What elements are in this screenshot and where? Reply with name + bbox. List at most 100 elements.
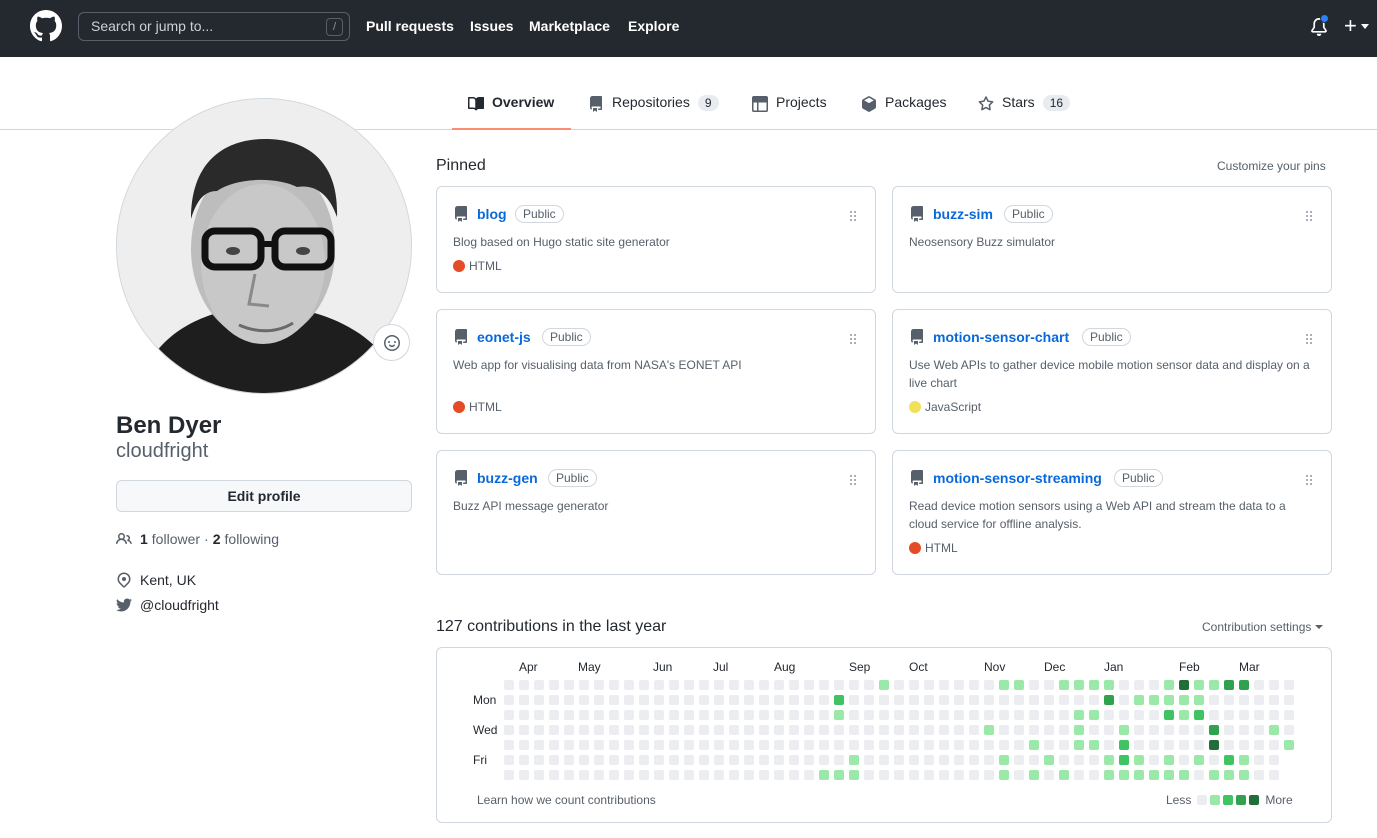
contribution-day[interactable] xyxy=(639,740,649,750)
contribution-day[interactable] xyxy=(1044,695,1054,705)
contribution-day[interactable] xyxy=(1059,740,1069,750)
contribution-day[interactable] xyxy=(894,770,904,780)
contribution-day[interactable] xyxy=(609,725,619,735)
contribution-day[interactable] xyxy=(1089,710,1099,720)
contribution-day[interactable] xyxy=(969,770,979,780)
contribution-day[interactable] xyxy=(549,770,559,780)
contribution-day[interactable] xyxy=(1194,725,1204,735)
contribution-day[interactable] xyxy=(999,710,1009,720)
contribution-day[interactable] xyxy=(939,695,949,705)
contribution-day[interactable] xyxy=(729,695,739,705)
contribution-day[interactable] xyxy=(1089,770,1099,780)
contribution-day[interactable] xyxy=(789,755,799,765)
contribution-day[interactable] xyxy=(1224,740,1234,750)
set-status-button[interactable] xyxy=(373,324,410,361)
contribution-day[interactable] xyxy=(984,695,994,705)
contribution-day[interactable] xyxy=(1014,740,1024,750)
contribution-day[interactable] xyxy=(1164,755,1174,765)
contribution-day[interactable] xyxy=(564,740,574,750)
contribution-day[interactable] xyxy=(684,695,694,705)
contribution-day[interactable] xyxy=(879,755,889,765)
create-new-icon[interactable]: + xyxy=(1344,13,1357,38)
contribution-day[interactable] xyxy=(1224,770,1234,780)
contribution-day[interactable] xyxy=(1104,770,1114,780)
contribution-day[interactable] xyxy=(669,710,679,720)
contribution-day[interactable] xyxy=(1044,755,1054,765)
contribution-day[interactable] xyxy=(564,725,574,735)
contribution-day[interactable] xyxy=(1074,740,1084,750)
contribution-day[interactable] xyxy=(669,725,679,735)
contribution-day[interactable] xyxy=(639,755,649,765)
contribution-day[interactable] xyxy=(984,710,994,720)
contribution-day[interactable] xyxy=(819,710,829,720)
contribution-day[interactable] xyxy=(594,680,604,690)
contribution-day[interactable] xyxy=(924,740,934,750)
contribution-day[interactable] xyxy=(834,710,844,720)
contribution-day[interactable] xyxy=(1209,770,1219,780)
contribution-day[interactable] xyxy=(789,740,799,750)
contribution-day[interactable] xyxy=(789,710,799,720)
nav-pull-requests[interactable]: Pull requests xyxy=(366,18,454,34)
contribution-day[interactable] xyxy=(549,695,559,705)
contribution-day[interactable] xyxy=(1059,770,1069,780)
contribution-day[interactable] xyxy=(624,725,634,735)
contribution-day[interactable] xyxy=(1074,725,1084,735)
contribution-day[interactable] xyxy=(729,755,739,765)
contribution-day[interactable] xyxy=(804,755,814,765)
nav-marketplace[interactable]: Marketplace xyxy=(529,18,610,34)
contribution-day[interactable] xyxy=(834,725,844,735)
contribution-day[interactable] xyxy=(804,725,814,735)
contribution-day[interactable] xyxy=(624,680,634,690)
contribution-day[interactable] xyxy=(849,740,859,750)
contribution-day[interactable] xyxy=(774,710,784,720)
contribution-day[interactable] xyxy=(969,710,979,720)
contribution-day[interactable] xyxy=(699,710,709,720)
contribution-day[interactable] xyxy=(1194,680,1204,690)
contribution-day[interactable] xyxy=(714,725,724,735)
contribution-day[interactable] xyxy=(759,725,769,735)
contribution-day[interactable] xyxy=(549,740,559,750)
contribution-day[interactable] xyxy=(684,755,694,765)
github-logo-icon[interactable] xyxy=(30,10,62,42)
contribution-day[interactable] xyxy=(654,755,664,765)
contribution-day[interactable] xyxy=(1224,695,1234,705)
contribution-day[interactable] xyxy=(1179,710,1189,720)
contribution-day[interactable] xyxy=(1119,755,1129,765)
contribution-day[interactable] xyxy=(849,725,859,735)
contribution-day[interactable] xyxy=(669,770,679,780)
contribution-day[interactable] xyxy=(879,710,889,720)
contribution-day[interactable] xyxy=(1014,710,1024,720)
contribution-day[interactable] xyxy=(759,755,769,765)
contribution-day[interactable] xyxy=(519,770,529,780)
contribution-day[interactable] xyxy=(1149,680,1159,690)
contribution-day[interactable] xyxy=(699,740,709,750)
contribution-day[interactable] xyxy=(759,680,769,690)
contribution-day[interactable] xyxy=(639,680,649,690)
tab-overview[interactable]: Overview xyxy=(452,94,571,130)
contribution-day[interactable] xyxy=(1194,740,1204,750)
contribution-day[interactable] xyxy=(1044,710,1054,720)
contribution-day[interactable] xyxy=(834,680,844,690)
contribution-day[interactable] xyxy=(1254,695,1264,705)
contribution-day[interactable] xyxy=(984,680,994,690)
contribution-day[interactable] xyxy=(924,725,934,735)
contribution-day[interactable] xyxy=(624,695,634,705)
contribution-day[interactable] xyxy=(669,695,679,705)
contribution-day[interactable] xyxy=(1014,695,1024,705)
contribution-day[interactable] xyxy=(534,695,544,705)
contribution-day[interactable] xyxy=(864,725,874,735)
contribution-day[interactable] xyxy=(684,710,694,720)
contribution-day[interactable] xyxy=(894,740,904,750)
contribution-day[interactable] xyxy=(699,680,709,690)
contribution-day[interactable] xyxy=(714,695,724,705)
learn-contributions-link[interactable]: Learn how we count contributions xyxy=(477,793,656,807)
contribution-day[interactable] xyxy=(879,695,889,705)
contribution-day[interactable] xyxy=(579,740,589,750)
contribution-day[interactable] xyxy=(609,695,619,705)
contribution-day[interactable] xyxy=(849,710,859,720)
contribution-day[interactable] xyxy=(759,710,769,720)
contribution-day[interactable] xyxy=(609,740,619,750)
contribution-day[interactable] xyxy=(1134,725,1144,735)
contribution-day[interactable] xyxy=(609,755,619,765)
contribution-day[interactable] xyxy=(1149,740,1159,750)
